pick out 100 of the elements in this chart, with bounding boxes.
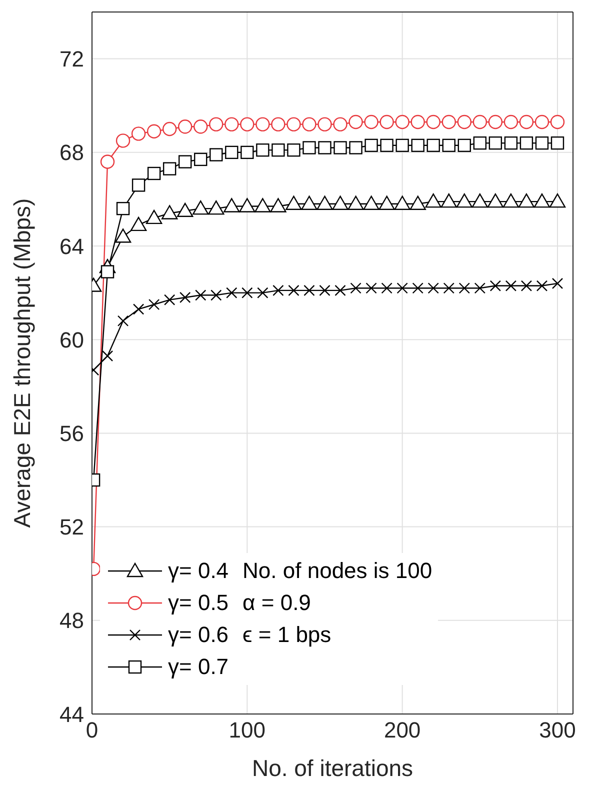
point	[428, 282, 439, 294]
point	[332, 196, 348, 210]
point	[178, 120, 192, 134]
point	[536, 280, 548, 292]
point	[195, 290, 206, 301]
point	[272, 143, 285, 157]
point	[410, 196, 426, 210]
point	[302, 141, 316, 154]
annotation: No. of nodes is 100	[242, 558, 432, 584]
point	[458, 282, 470, 294]
point	[425, 193, 442, 208]
point	[100, 154, 115, 169]
point	[426, 114, 440, 130]
point	[116, 134, 130, 148]
point	[319, 284, 330, 296]
point	[502, 193, 520, 208]
point	[534, 114, 550, 130]
point	[225, 146, 238, 159]
point	[176, 202, 194, 217]
point	[116, 202, 130, 216]
point	[286, 196, 302, 210]
point	[457, 114, 472, 130]
y-tick-label: 52	[60, 514, 84, 540]
point	[535, 136, 549, 150]
point	[504, 136, 518, 150]
point	[487, 193, 504, 208]
y-tick-label: 72	[60, 46, 84, 72]
point	[254, 198, 271, 212]
point	[381, 282, 392, 294]
point	[209, 117, 224, 132]
point	[333, 117, 348, 132]
point	[162, 162, 176, 176]
point	[318, 141, 332, 154]
point	[162, 122, 177, 136]
point	[178, 155, 192, 168]
point	[288, 284, 300, 296]
point	[348, 114, 363, 130]
point	[318, 117, 332, 132]
point	[131, 126, 146, 141]
point	[132, 304, 144, 315]
y-axis-title: Average E2E throughput (Mbps)	[9, 198, 35, 528]
point	[378, 196, 395, 210]
point	[240, 146, 254, 159]
point	[504, 114, 518, 130]
point	[488, 136, 502, 150]
point	[519, 114, 534, 130]
point	[242, 287, 253, 298]
point	[411, 138, 424, 152]
point	[114, 228, 132, 243]
point	[364, 114, 378, 130]
point	[146, 124, 162, 138]
point	[552, 278, 564, 290]
point	[102, 350, 114, 362]
point	[534, 193, 550, 208]
point	[348, 196, 364, 210]
point	[147, 166, 161, 180]
point	[474, 282, 486, 294]
point	[440, 193, 457, 208]
point	[210, 290, 222, 301]
legend-label: γ= 0.7	[168, 654, 229, 680]
point	[334, 284, 346, 296]
point	[456, 193, 472, 208]
point	[256, 117, 270, 132]
point	[520, 280, 532, 292]
point	[380, 114, 394, 130]
point	[148, 298, 160, 310]
point	[192, 200, 209, 215]
point	[395, 114, 410, 130]
point	[473, 136, 487, 150]
point	[287, 143, 300, 157]
point	[304, 284, 315, 296]
point	[239, 198, 256, 212]
point	[194, 120, 208, 134]
y-tick-label: 64	[60, 234, 84, 259]
point	[302, 117, 316, 132]
point	[364, 138, 378, 152]
point	[472, 114, 488, 130]
point	[518, 193, 535, 208]
point	[256, 143, 270, 157]
legend-label: γ= 0.6	[168, 622, 229, 648]
point	[350, 282, 362, 294]
y-tick-label: 60	[60, 327, 84, 352]
point	[164, 294, 176, 306]
point	[270, 198, 286, 212]
legend-label: γ= 0.5	[168, 590, 229, 616]
point	[380, 138, 394, 152]
point	[179, 292, 191, 304]
point	[272, 284, 284, 296]
point	[396, 282, 408, 294]
point	[488, 114, 503, 130]
point	[257, 287, 268, 298]
y-tick-label: 68	[60, 140, 84, 166]
point	[550, 114, 565, 130]
annotation: ϵ = 1 bps	[242, 622, 332, 648]
legend-label: γ= 0.4	[168, 558, 229, 584]
point	[505, 280, 517, 292]
point	[443, 282, 454, 294]
point	[117, 315, 129, 326]
x-tick-label: 0	[86, 718, 98, 743]
point	[316, 196, 333, 210]
